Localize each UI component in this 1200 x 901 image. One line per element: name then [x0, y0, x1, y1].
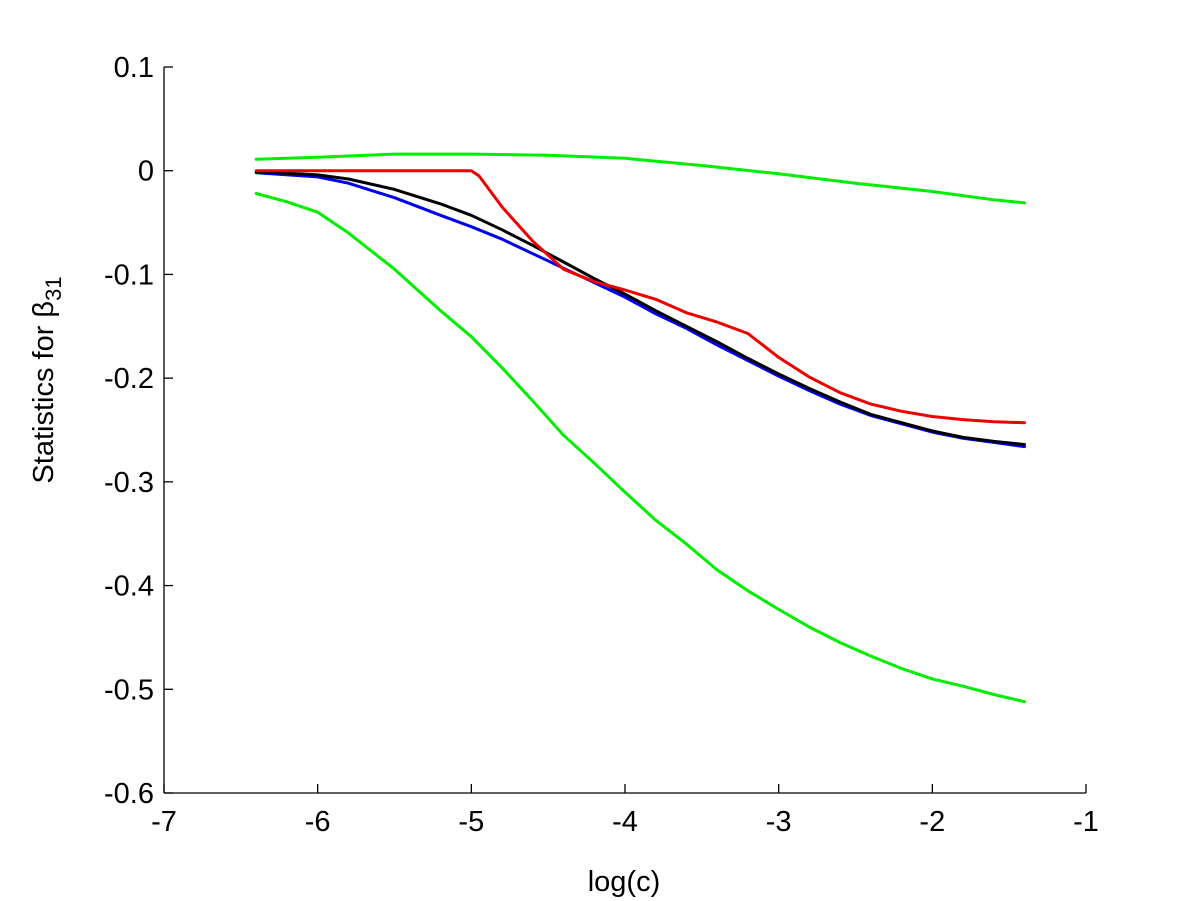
- series-group: [254, 152, 1026, 704]
- x-tick-label: -2: [919, 806, 945, 838]
- series-line-5: [254, 169, 1026, 425]
- x-tick-label: -4: [612, 806, 638, 838]
- series-line-1: [254, 152, 1026, 205]
- y-tick-label: -0.3: [104, 467, 154, 499]
- y-axis-label-symbol: β: [28, 301, 60, 318]
- x-tick-label: -6: [305, 806, 331, 838]
- y-tick-label: -0.1: [104, 259, 154, 291]
- x-tick-label: -7: [151, 806, 177, 838]
- y-tick-label: -0.5: [104, 674, 154, 706]
- y-tick-label: -0.6: [104, 778, 154, 810]
- y-tick-label: -0.2: [104, 363, 154, 395]
- series-line-3: [254, 171, 1026, 449]
- x-tick-label: -1: [1073, 806, 1099, 838]
- x-axis-label: log(c): [588, 866, 661, 898]
- y-axis-label: Statistics for β31: [28, 276, 66, 483]
- y-tick-label: 0: [138, 156, 154, 188]
- x-tick-label: -3: [766, 806, 792, 838]
- series-line-2: [254, 192, 1026, 704]
- y-tick-label: -0.4: [104, 571, 154, 603]
- x-tick-label: -5: [458, 806, 484, 838]
- axes: -7 -6 -5 -4 -3 -2 -1 0.1 0 -0.1 -0.2 -0.3 -0.4 -0.5 -0…: [104, 52, 1099, 838]
- y-tick-label: 0.1: [114, 52, 154, 84]
- series-line-4: [254, 170, 1026, 446]
- y-axis-label-subscript: 31: [41, 276, 66, 300]
- y-axis-label-prefix: Statistics for: [28, 318, 60, 484]
